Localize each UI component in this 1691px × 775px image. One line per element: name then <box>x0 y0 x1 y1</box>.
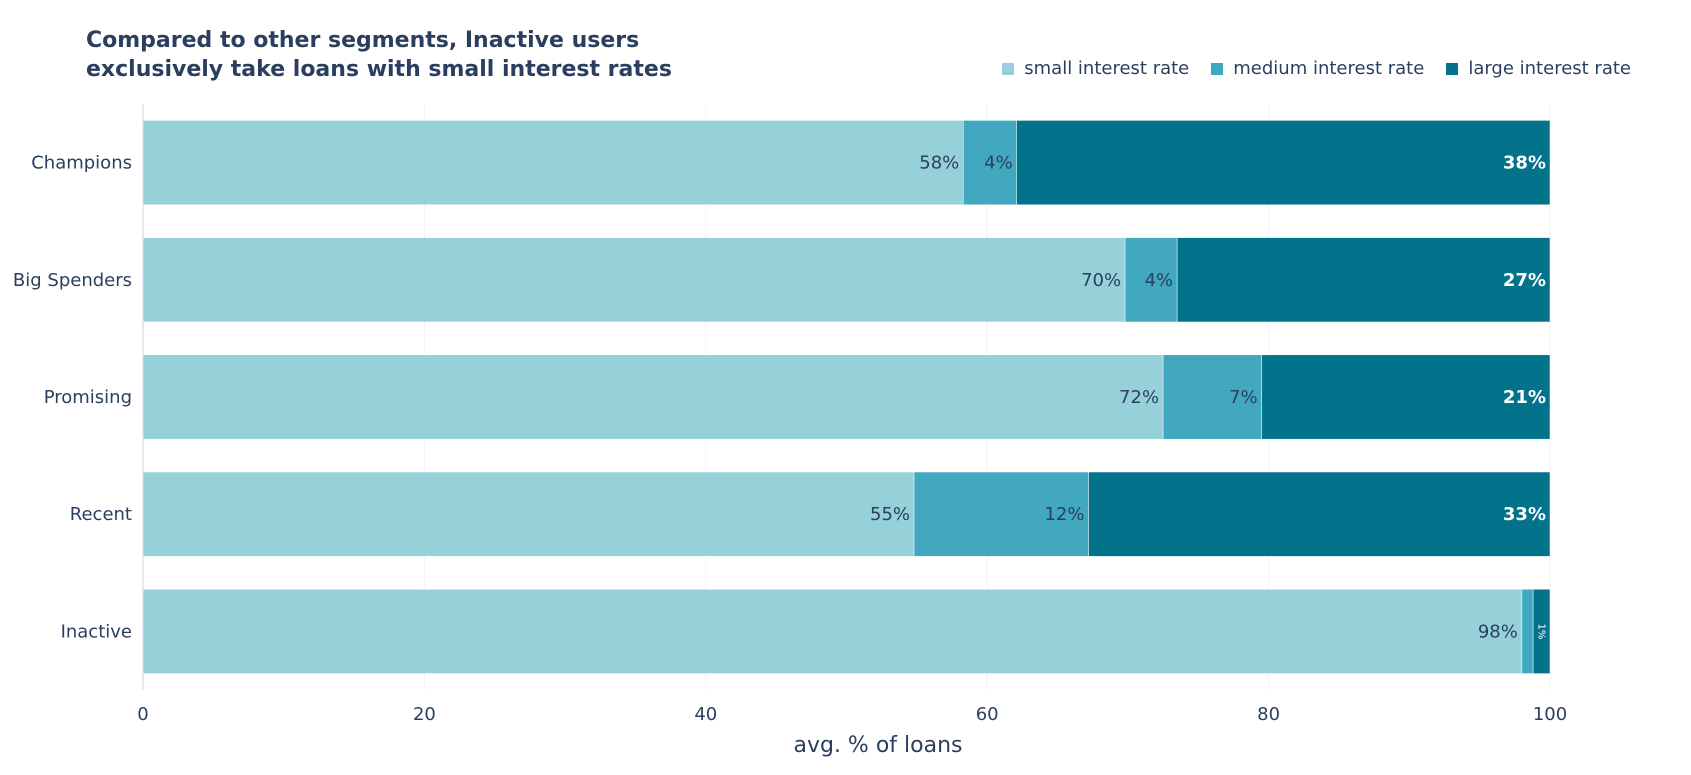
bar-value-label: 58% <box>919 153 959 174</box>
bar-segment[interactable] <box>142 588 1523 674</box>
chart-title: Compared to other segments, Inactive use… <box>86 26 846 84</box>
x-tick-label: 0 <box>137 704 148 725</box>
bar-value-label: 4% <box>984 153 1013 174</box>
chart-title-line-1: Compared to other segments, Inactive use… <box>86 28 640 53</box>
bar-value-label: 70% <box>1081 270 1121 291</box>
x-axis: 0 20 40 60 80 100 <box>137 704 1567 725</box>
bar-value-label: 1% <box>1536 623 1547 639</box>
x-axis-title: avg. % of loans <box>793 733 962 758</box>
bar-value-label: 4% <box>1145 270 1174 291</box>
y-axis: Champions Big Spenders Promising Recent Inac… <box>13 153 132 643</box>
legend-item-large[interactable]: large interest rate <box>1446 58 1631 79</box>
legend-label-large: large interest rate <box>1468 58 1631 79</box>
bar-value-label: 55% <box>870 504 910 525</box>
x-tick-label: 60 <box>976 704 999 725</box>
bar-segment[interactable] <box>1124 237 1178 323</box>
y-tick-label: Promising <box>44 387 132 408</box>
legend: small interest rate medium interest rate… <box>1002 58 1631 79</box>
bar-segment[interactable] <box>1176 237 1551 323</box>
bar-segment[interactable] <box>1016 120 1551 206</box>
bar-value-label: 72% <box>1119 387 1159 408</box>
bar-value-label: 27% <box>1503 270 1546 291</box>
bars <box>142 120 1551 674</box>
legend-swatch-medium <box>1211 62 1224 75</box>
legend-item-small[interactable]: small interest rate <box>1002 58 1189 79</box>
x-tick-label: 20 <box>413 704 436 725</box>
y-tick-label: Recent <box>70 504 132 525</box>
x-tick-label: 80 <box>1257 704 1280 725</box>
bar-value-label: 38% <box>1503 153 1546 174</box>
y-tick-label: Inactive <box>61 621 132 642</box>
bar-segment[interactable] <box>142 237 1126 323</box>
bar-segment[interactable] <box>1521 588 1534 674</box>
legend-label-medium: medium interest rate <box>1233 58 1425 79</box>
bar-value-label: 7% <box>1229 387 1258 408</box>
bar-segment[interactable] <box>142 471 915 557</box>
x-tick-label: 100 <box>1533 704 1567 725</box>
x-tick-label: 40 <box>694 704 717 725</box>
legend-swatch-large <box>1446 62 1459 75</box>
bar-segment[interactable] <box>913 471 1089 557</box>
bar-value-label: 12% <box>1044 504 1084 525</box>
bar-value-label: 98% <box>1478 621 1518 642</box>
bar-segment[interactable] <box>1162 354 1262 440</box>
legend-label-small: small interest rate <box>1024 58 1190 79</box>
bar-labels: 58% 4% 38% 70% 4% 27% 72% 7% 21% 55% 12% 33% 98% 1% <box>870 153 1547 643</box>
bar-segment[interactable] <box>1261 354 1551 440</box>
bar-segment[interactable] <box>142 354 1164 440</box>
bar-value-label: 21% <box>1503 387 1546 408</box>
legend-swatch-small <box>1002 62 1015 75</box>
bar-segment[interactable] <box>963 120 1017 206</box>
legend-item-medium[interactable]: medium interest rate <box>1211 58 1424 79</box>
bar-segment[interactable] <box>1532 588 1551 674</box>
chart-title-line-2: exclusively take loans with small intere… <box>86 57 672 82</box>
bar-value-label: 33% <box>1503 504 1546 525</box>
y-tick-label: Big Spenders <box>13 270 132 291</box>
y-tick-label: Champions <box>31 153 132 174</box>
bar-segment[interactable] <box>1088 471 1551 557</box>
bar-segment[interactable] <box>142 120 964 206</box>
